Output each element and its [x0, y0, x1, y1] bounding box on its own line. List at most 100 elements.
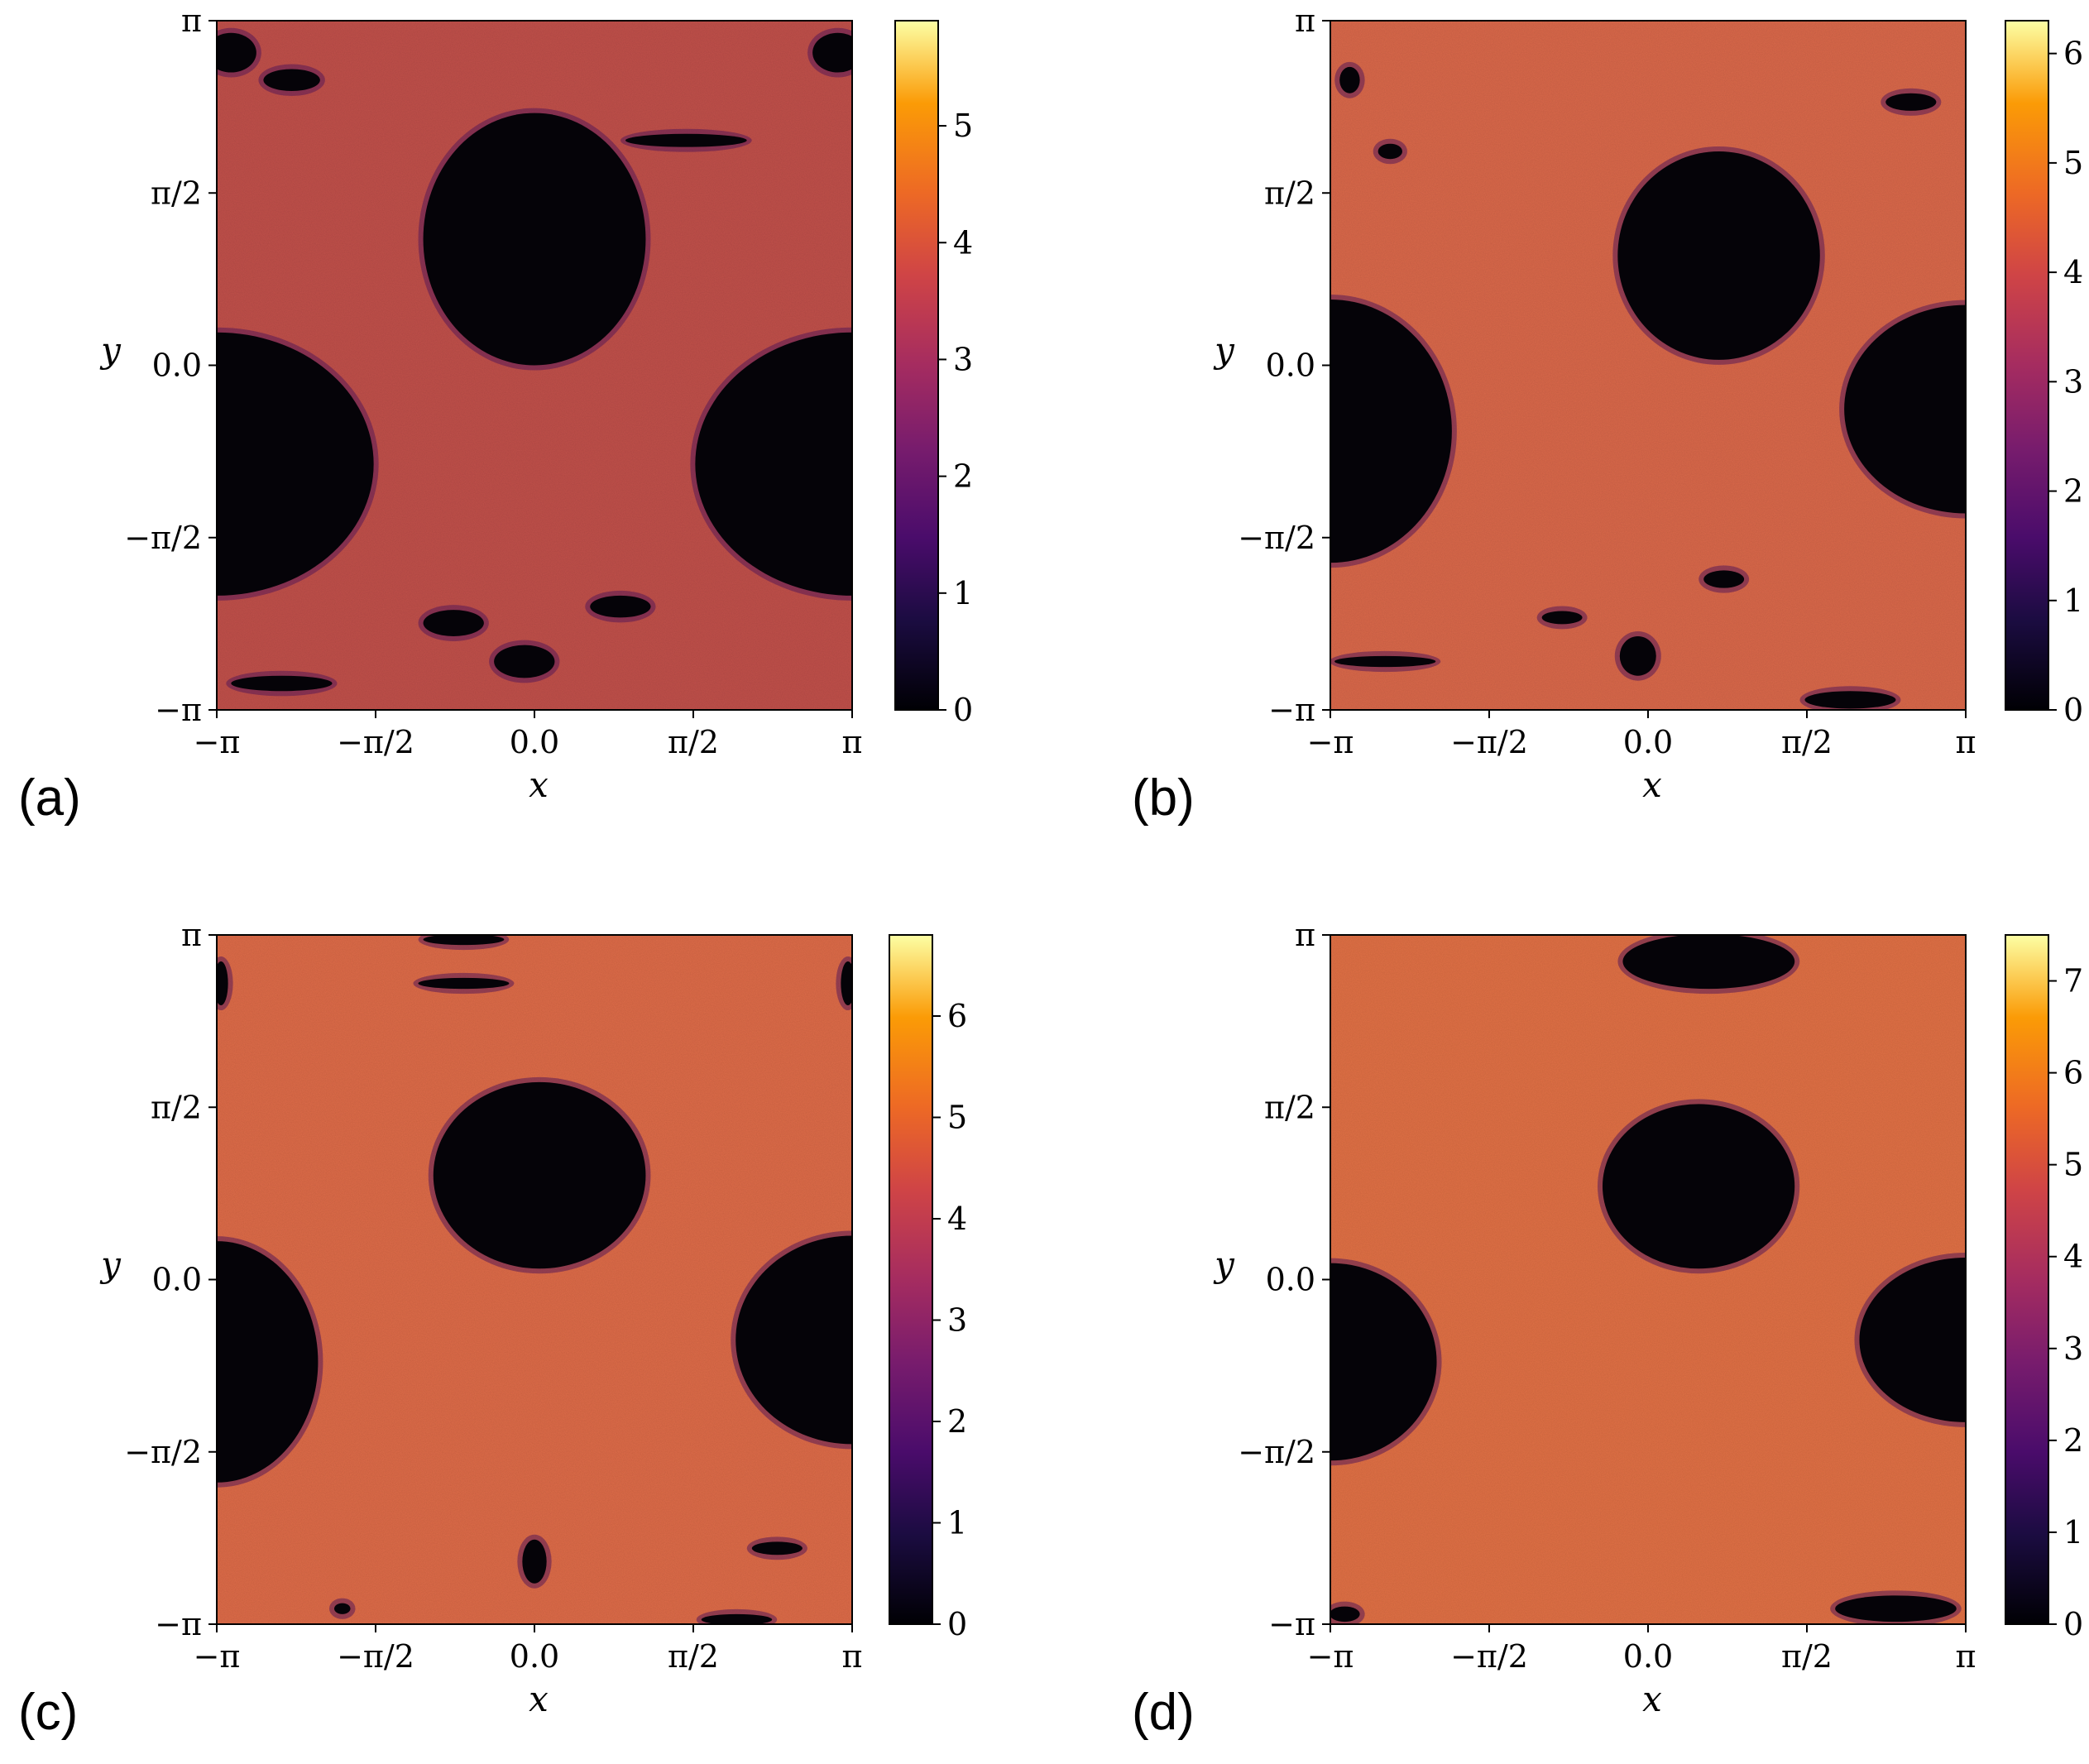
heatmap-plot-area [217, 935, 852, 1624]
x-tick-label: −π [1307, 724, 1354, 760]
colorbar-tick-label: 3 [2063, 1330, 2083, 1367]
regular-island [695, 332, 852, 596]
colorbar-tick-label: 0 [947, 1606, 967, 1642]
x-axis-label: x [1642, 1679, 1662, 1719]
regular-island [735, 1235, 852, 1445]
chaotic-sea [217, 935, 852, 1624]
y-tick-label: −π/2 [1238, 520, 1315, 556]
colorbar-tick-label: 5 [2063, 1147, 2083, 1183]
regular-island [263, 69, 320, 92]
regular-island [625, 133, 747, 147]
colorbar-tick-label: 1 [2063, 1514, 2083, 1551]
y-axis-label: y [1213, 1244, 1235, 1285]
y-tick-label: π/2 [1264, 175, 1315, 211]
y-tick-label: −π [1268, 692, 1315, 728]
colorbar-tick-label: 3 [947, 1302, 967, 1339]
regular-island [1885, 93, 1937, 111]
colorbar-tick-label: 1 [947, 1505, 967, 1541]
colorbar-tick-label: 3 [2063, 363, 2083, 400]
y-tick-label: −π [1268, 1606, 1315, 1642]
regular-island [1617, 151, 1820, 360]
x-tick-label: 0.0 [1623, 724, 1673, 760]
regular-island [1859, 1258, 1966, 1422]
colorbar [2005, 20, 2049, 711]
panel-a: −π−π −π/2 −π/2 0.0 0.0 π/2 π/2 π π x y (a) 0 1 2 3 4 5 [18, 2, 973, 827]
regular-island [333, 1603, 351, 1614]
x-axis-label: x [529, 765, 549, 805]
heatmap-plot-area [217, 21, 852, 710]
regular-island [590, 595, 651, 618]
regular-island [217, 1241, 319, 1483]
y-axis-label: y [99, 1244, 122, 1285]
y-tick-label: π [181, 2, 202, 39]
regular-island [217, 961, 228, 1006]
panel-label: (c) [18, 1684, 78, 1741]
regular-island [433, 1081, 646, 1269]
regular-island [701, 1613, 773, 1624]
x-tick-label: π [842, 1638, 863, 1675]
colorbar-tick-label: 5 [953, 108, 973, 144]
panel-label: (a) [18, 769, 81, 827]
x-tick-label: −π/2 [337, 724, 414, 760]
y-axis-label: y [1213, 330, 1235, 371]
colorbar-tick-label: 5 [947, 1100, 967, 1136]
regular-island [494, 645, 555, 678]
colorbar-tick-label: 3 [953, 341, 973, 377]
regular-island [1835, 1595, 1957, 1623]
y-tick-label: −π/2 [1238, 1434, 1315, 1470]
colorbar-tick-label: 2 [2063, 1422, 2083, 1459]
colorbar [2005, 934, 2049, 1625]
x-tick-label: π/2 [1781, 1638, 1833, 1675]
colorbar-tick-label: 2 [953, 458, 973, 495]
regular-island [1703, 570, 1745, 588]
x-tick-label: π/2 [668, 1638, 719, 1675]
x-axis-label: x [529, 1679, 549, 1719]
regular-island [1377, 143, 1402, 160]
y-tick-label: π [181, 917, 202, 953]
regular-island [751, 1541, 803, 1555]
x-tick-label: 0.0 [510, 724, 559, 760]
panel-label: (b) [1132, 769, 1195, 827]
regular-island [423, 935, 505, 946]
colorbar-tick-label: 0 [2063, 692, 2083, 728]
colorbar-tick-label: 1 [953, 575, 973, 611]
x-tick-label: −π/2 [337, 1638, 414, 1675]
colorbar-tick-label: 7 [2063, 963, 2083, 999]
x-tick-label: π [1956, 724, 1976, 760]
y-axis-label: y [99, 330, 122, 371]
regular-island [1330, 300, 1452, 563]
y-tick-label: 0.0 [1266, 348, 1315, 384]
x-tick-label: −π [194, 1638, 241, 1675]
regular-island [812, 32, 852, 73]
heatmap-plot-area [1330, 935, 1966, 1624]
x-tick-label: 0.0 [1623, 1638, 1673, 1675]
x-tick-label: −π [194, 724, 241, 760]
colorbar-tick-label: 4 [2063, 254, 2083, 290]
colorbar-tick-label: 4 [2063, 1239, 2083, 1275]
regular-island [217, 332, 374, 596]
regular-island [231, 675, 333, 692]
x-tick-label: π [842, 724, 863, 760]
y-tick-label: 0.0 [1266, 1262, 1315, 1298]
colorbar-tick-label: 1 [2063, 582, 2083, 619]
y-tick-label: π/2 [151, 1089, 202, 1125]
colorbar-tick-label: 4 [947, 1201, 967, 1237]
panel-b: −π−π −π/2 −π/2 0.0 0.0 π/2 π/2 π π x y (b) 0 1 2 3 4 5 6 [1132, 2, 2083, 827]
colorbar [894, 20, 939, 711]
regular-island [1330, 1263, 1437, 1461]
panel-c: −π−π −π/2 −π/2 0.0 0.0 π/2 π/2 π π x y (c) 0 1 2 3 4 5 6 [18, 917, 967, 1741]
regular-island [1602, 1104, 1795, 1269]
heatmap-plot-area [1330, 21, 1966, 710]
x-tick-label: π [1956, 1638, 1976, 1675]
regular-island [217, 32, 256, 73]
x-tick-label: π/2 [1781, 724, 1833, 760]
y-tick-label: 0.0 [152, 348, 202, 384]
x-tick-label: −π/2 [1450, 1638, 1528, 1675]
y-tick-label: −π/2 [124, 1434, 202, 1470]
colorbar-tick-label: 5 [2063, 145, 2083, 181]
y-tick-label: π/2 [151, 175, 202, 211]
colorbar [889, 934, 933, 1625]
regular-island [1619, 635, 1656, 676]
colorbar-tick-label: 2 [947, 1403, 967, 1440]
